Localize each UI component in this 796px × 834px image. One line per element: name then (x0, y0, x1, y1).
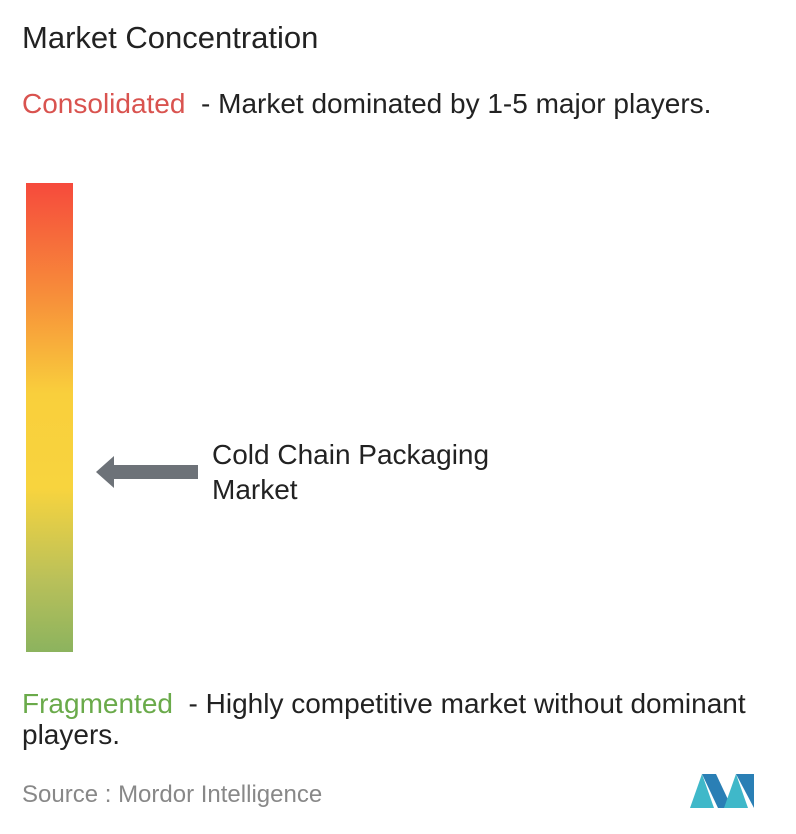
logo (690, 774, 754, 808)
source-prefix: Source : (22, 781, 112, 808)
marker-label: Cold Chain Packaging Market (212, 439, 490, 505)
consolidated-line: Consolidated - Market dominated by 1-5 m… (22, 88, 782, 119)
source: Source : Mordor Intelligence (22, 781, 322, 809)
marker-arrow (96, 456, 198, 488)
title: Market Concentration (22, 20, 319, 55)
source-name: Mordor Intelligence (118, 781, 323, 808)
consolidated-description: - Market dominated by 1-5 major players. (201, 88, 712, 119)
consolidated-label: Consolidated (22, 88, 186, 119)
fragmented-description: - Highly competitive market without domi… (22, 688, 746, 750)
fragmented-label: Fragmented (22, 688, 173, 719)
fragmented-line: Fragmented - Highly competitive market w… (22, 688, 782, 750)
concentration-gradient (26, 183, 73, 652)
